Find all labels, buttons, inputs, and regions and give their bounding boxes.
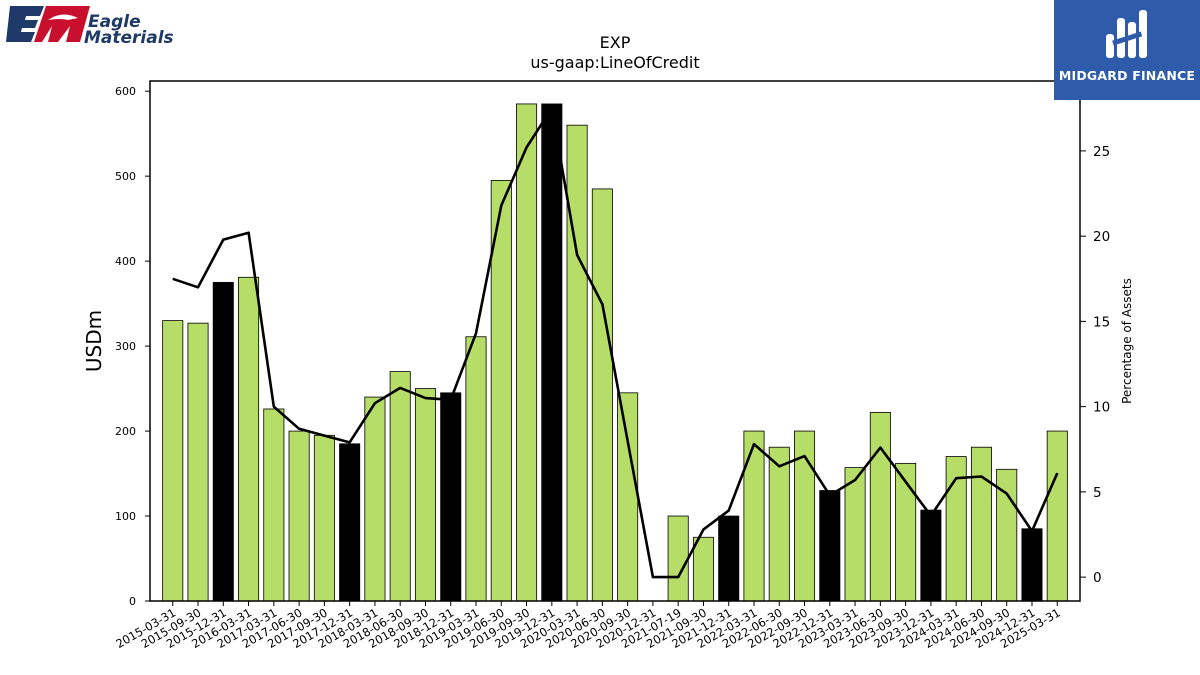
bar-2019-03-31 bbox=[465, 336, 487, 602]
bar-2017-12-31 bbox=[339, 443, 361, 602]
chart-title: EXP bbox=[600, 33, 631, 52]
bar-2023-12-31 bbox=[920, 509, 942, 602]
y2-tick-label: 20 bbox=[1093, 229, 1110, 245]
plot-frame bbox=[149, 80, 1081, 602]
line-series bbox=[172, 107, 1059, 579]
y-tick-label: 600 bbox=[115, 85, 136, 98]
bar-2017-06-30 bbox=[288, 430, 310, 602]
bar-2021-12-31 bbox=[718, 515, 740, 602]
bar-2024-12-31 bbox=[1021, 528, 1043, 602]
y-tick-label: 500 bbox=[115, 170, 136, 183]
bar-2020-03-31 bbox=[566, 124, 588, 602]
bar-2019-09-30 bbox=[516, 103, 538, 602]
bar-2023-06-30 bbox=[869, 411, 891, 602]
bar-2017-03-31 bbox=[263, 408, 285, 602]
y2-tick-label: 10 bbox=[1093, 400, 1110, 416]
y-tick-label: 0 bbox=[129, 595, 136, 608]
y-axis-left: 0 100 200 300 400 500 600 bbox=[115, 85, 150, 608]
chart-subtitle: us-gaap:LineOfCredit bbox=[530, 53, 699, 72]
bar-2022-06-30 bbox=[768, 446, 790, 602]
y2-tick-label: 15 bbox=[1093, 314, 1110, 330]
midgard-finance-watermark: MIDGARD FINANCE bbox=[1054, 0, 1200, 100]
bar-2023-09-30 bbox=[895, 462, 917, 602]
bar-2018-09-30 bbox=[414, 388, 436, 602]
bar-2015-12-31 bbox=[212, 281, 234, 602]
bar-2018-12-31 bbox=[440, 392, 462, 602]
logo-line2: Materials bbox=[84, 28, 174, 44]
y-tick-label: 200 bbox=[115, 425, 136, 438]
bar-2015-09-30 bbox=[187, 322, 209, 602]
y-axis-right: 0 5 10 15 20 25 bbox=[1080, 144, 1110, 586]
y2-tick-label: 0 bbox=[1093, 570, 1102, 586]
y-axis-label: USDm bbox=[82, 310, 106, 372]
y-tick-label: 100 bbox=[115, 510, 136, 523]
bar-2018-03-31 bbox=[364, 396, 386, 602]
bar-2025-03-31 bbox=[1046, 430, 1068, 602]
bar-2022-12-31 bbox=[819, 490, 841, 602]
bar-2024-06-30 bbox=[970, 446, 992, 602]
bar-2021-09-30 bbox=[692, 536, 714, 602]
bar-2023-03-31 bbox=[844, 467, 866, 602]
y-tick-label: 300 bbox=[115, 340, 136, 353]
bar-2015-03-31 bbox=[162, 320, 184, 602]
bar-2020-09-30 bbox=[617, 392, 639, 602]
watermark-name: MIDGARD FINANCE bbox=[1058, 68, 1196, 83]
y-tick-label: 400 bbox=[115, 255, 136, 268]
y2-tick-label: 25 bbox=[1093, 144, 1110, 160]
percentage-line bbox=[172, 107, 1059, 579]
logo-line1: Eagle bbox=[88, 12, 141, 32]
midgard-logo-icon bbox=[1106, 10, 1147, 58]
bar-series bbox=[162, 103, 1068, 602]
company-logo: Eagle Materials bbox=[4, 4, 184, 48]
bar-2021-07-19 bbox=[667, 515, 689, 602]
bar-2017-09-30 bbox=[313, 434, 335, 602]
bar-2019-12-31 bbox=[541, 103, 563, 602]
y2-axis-label: Percentage of Assets bbox=[1120, 278, 1134, 404]
x-axis: 2015-03-312015-09-302015-12-312016-03-31… bbox=[113, 601, 1063, 651]
bar-2016-03-31 bbox=[238, 276, 260, 602]
y2-tick-label: 5 bbox=[1093, 485, 1102, 501]
bar-2020-06-30 bbox=[591, 188, 613, 602]
eagle-materials-logo-icon: Eagle Materials bbox=[6, 6, 174, 48]
bar-2022-03-31 bbox=[743, 430, 765, 602]
bar-2018-06-30 bbox=[389, 371, 411, 602]
